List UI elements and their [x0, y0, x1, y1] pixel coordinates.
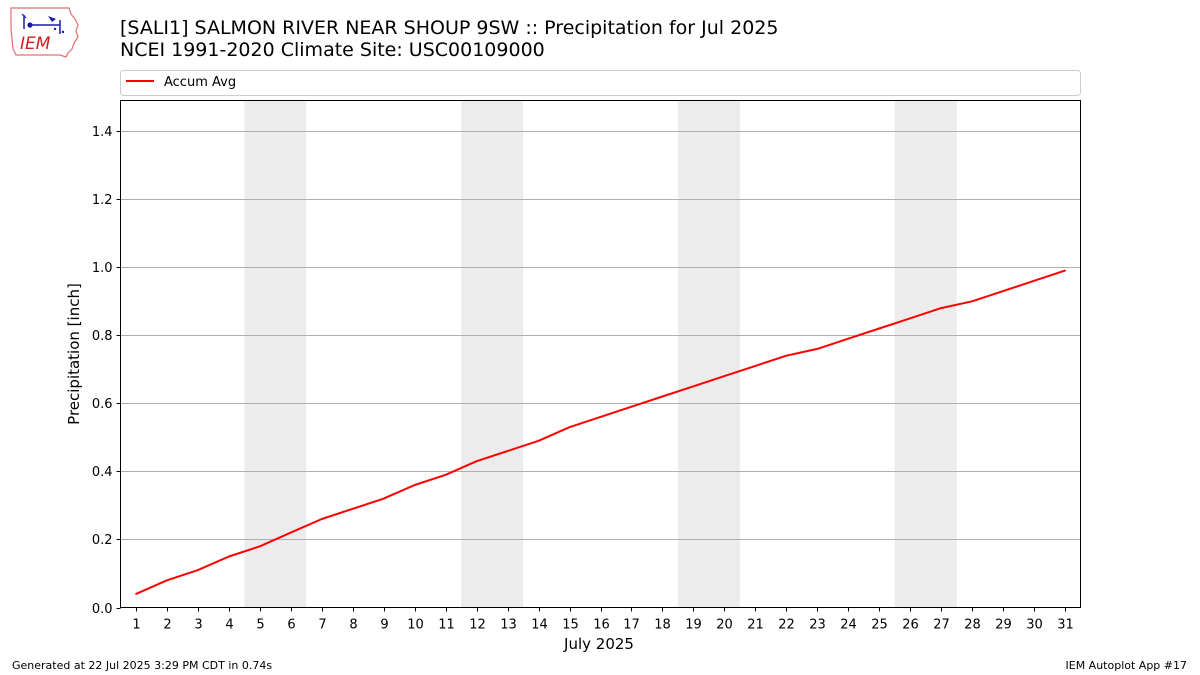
data-point-day-3 [197, 569, 199, 571]
data-point-day-22 [785, 354, 788, 357]
xtick-label-4: 5 [256, 618, 264, 633]
ytick-label-0: 0.0 [92, 602, 113, 617]
ytick-label-5: 1.0 [92, 261, 113, 276]
xtick-label-22: 23 [809, 618, 826, 633]
app-credit: IEM Autoplot App #17 [1065, 659, 1188, 672]
data-point-day-24 [847, 337, 850, 340]
weekend-band-3 [894, 100, 957, 608]
data-point-day-2 [166, 579, 168, 582]
xtick-label-18: 19 [685, 618, 702, 633]
xtick-label-0: 1 [132, 618, 140, 633]
xtick-label-1: 2 [163, 618, 171, 633]
xtick-label-19: 20 [716, 618, 733, 633]
xtick-label-5: 6 [287, 618, 295, 633]
legend-label-accum-avg: Accum Avg [164, 75, 236, 90]
data-point-day-20 [723, 375, 726, 378]
xtick-label-10: 11 [438, 618, 455, 633]
iowa-state-icon: IEM [10, 7, 79, 58]
data-point-day-19 [692, 385, 695, 388]
xtick-label-2: 3 [194, 618, 202, 633]
xtick-label-6: 7 [318, 618, 326, 633]
xtick-label-26: 27 [933, 618, 950, 633]
xtick-label-23: 24 [840, 618, 857, 633]
data-point-day-4 [227, 555, 230, 558]
xtick-label-12: 13 [500, 618, 517, 633]
weekend-band-1 [461, 100, 524, 608]
data-point-day-27 [940, 307, 943, 309]
data-point-day-21 [754, 365, 757, 367]
data-point-day-12 [475, 460, 478, 463]
xtick-label-11: 12 [469, 618, 486, 633]
y-axis-label: Precipitation [inch] [65, 283, 83, 425]
iem-logo: IEM [8, 5, 80, 63]
xtick-label-8: 9 [380, 618, 388, 633]
xtick-label-9: 10 [407, 618, 424, 633]
xtick-label-20: 21 [747, 618, 764, 633]
logo-text: IEM [20, 34, 51, 54]
xtick-label-13: 14 [531, 618, 548, 633]
data-point-day-29 [1002, 290, 1004, 292]
data-point-day-6 [289, 531, 292, 534]
data-point-day-30 [1033, 279, 1035, 282]
ytick-label-3: 0.6 [92, 397, 113, 412]
data-point-day-11 [444, 473, 447, 476]
xtick-label-3: 4 [225, 618, 233, 633]
data-point-day-13 [506, 450, 509, 452]
plot-frame [120, 100, 1081, 608]
xtick-label-15: 16 [593, 618, 610, 633]
chart-subtitle: NCEI 1991-2020 Climate Site: USC00109000 [120, 39, 545, 61]
data-point-day-7 [320, 518, 323, 520]
weekend-band-2 [677, 100, 740, 608]
xtick-label-30: 31 [1057, 618, 1074, 633]
chart-title: [SALI1] SALMON RIVER NEAR SHOUP 9SW :: P… [120, 17, 779, 39]
data-point-day-28 [971, 300, 974, 303]
data-point-day-26 [909, 317, 912, 320]
weekend-band-0 [244, 100, 307, 608]
ytick-label-6: 1.2 [92, 193, 113, 208]
legend: Accum Avg [120, 70, 1081, 96]
xtick-label-16: 17 [623, 618, 640, 633]
xtick-label-17: 18 [654, 618, 671, 633]
data-point-day-15 [568, 426, 571, 429]
ytick-label-4: 0.8 [92, 329, 113, 344]
xtick-label-7: 8 [349, 618, 357, 633]
xtick-label-24: 25 [871, 618, 888, 633]
data-point-day-5 [258, 545, 261, 548]
xtick-label-21: 22 [778, 618, 795, 633]
data-point-day-1 [135, 592, 137, 595]
data-point-day-14 [537, 439, 540, 442]
data-point-day-25 [878, 327, 881, 330]
xtick-label-25: 26 [902, 618, 919, 633]
xtick-label-28: 29 [995, 618, 1012, 633]
data-point-day-16 [599, 416, 602, 418]
legend-box [120, 70, 1081, 96]
generated-timestamp: Generated at 22 Jul 2025 3:29 PM CDT in … [12, 659, 273, 672]
xtick-label-27: 28 [964, 618, 981, 633]
xtick-label-14: 15 [562, 618, 579, 633]
ytick-label-7: 1.4 [92, 125, 113, 140]
xtick-label-29: 30 [1026, 618, 1043, 633]
ytick-label-1: 0.2 [92, 533, 113, 548]
data-point-day-10 [413, 484, 416, 486]
data-point-day-17 [630, 405, 633, 408]
x-axis-label: July 2025 [563, 635, 634, 653]
data-point-day-8 [351, 507, 354, 510]
data-point-day-9 [382, 497, 385, 500]
data-point-day-31 [1064, 269, 1066, 272]
data-point-day-23 [816, 347, 819, 350]
data-point-day-18 [661, 395, 664, 398]
ytick-label-2: 0.4 [92, 465, 113, 480]
